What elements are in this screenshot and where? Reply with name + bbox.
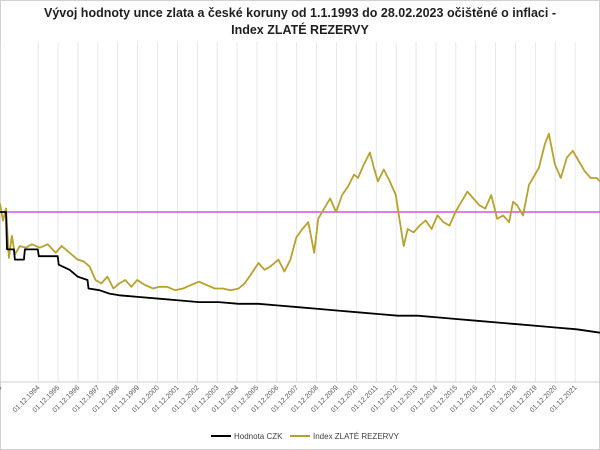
x-tick-labels: 1.1.1993 01.12.199401.12.199501.12.199601… (0, 384, 579, 414)
chart-title: Vývoj hodnoty unce zlata a české koruny … (0, 5, 600, 39)
chart-title-line1: Vývoj hodnoty unce zlata a české koruny … (43, 6, 556, 20)
chart-title-line2: Index ZLATÉ REZERVY (231, 23, 369, 37)
series-line-hodnota-czk (0, 211, 600, 334)
series-line-index-zlate-rezervy (0, 132, 600, 292)
legend-label-hodnota-czk: Hodnota CZK (234, 432, 283, 441)
legend-label-index-zlate-rezervy: Index ZLATÉ REZERVY (313, 432, 400, 441)
legend: Hodnota CZK Index ZLATÉ REZERVY (211, 432, 400, 441)
x-tick-label: 1.1.1993 (0, 384, 3, 408)
series-group (0, 132, 600, 334)
